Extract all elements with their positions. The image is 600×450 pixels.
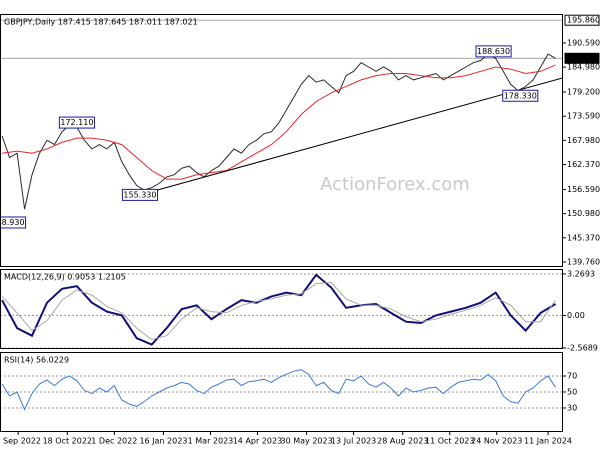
x-tick-label: 1 Mar 2023 <box>188 437 234 446</box>
series-line <box>2 64 556 180</box>
panel <box>0 369 563 411</box>
panel-title: RSI(14) 56.0229 <box>4 356 69 365</box>
x-tick-label: 14 Apr 2023 <box>233 437 282 446</box>
annotation-label: 172.110 <box>60 118 93 127</box>
y-tick-label: 156.590 <box>567 185 600 194</box>
panel-frame <box>0 269 563 349</box>
annotation-label: 148.930 <box>0 218 25 227</box>
annotation-box <box>121 188 158 201</box>
level-label: 195.860 <box>567 16 600 25</box>
series-line <box>1 281 556 341</box>
x-tick-label: 24 Nov 2023 <box>471 437 522 446</box>
annotation-box <box>58 116 95 129</box>
annotation-label: 178.330 <box>504 91 537 100</box>
y-tick-label: 50 <box>567 388 577 397</box>
x-tick-label: 11 Jan 2024 <box>524 437 572 446</box>
y-tick-label: 3.2693 <box>567 269 595 278</box>
y-tick-label: 190.590 <box>567 38 600 47</box>
level-box <box>564 52 600 64</box>
series-line <box>1 369 556 411</box>
y-tick-label: 167.980 <box>567 136 600 145</box>
level-label: 187.021 <box>567 54 600 63</box>
panel-title: GBPJPY,Daily 187.415 187.645 187.011 187… <box>4 18 198 27</box>
y-tick-label: 0.00 <box>567 311 585 320</box>
x-tick-label: 16 Jan 2023 <box>139 437 187 446</box>
watermark: ActionForex.com <box>320 174 470 195</box>
series-line <box>1 53 556 210</box>
panel <box>0 273 563 349</box>
x-tick-label: 13 Jul 2023 <box>331 437 376 446</box>
y-tick-label: 150.980 <box>567 209 600 218</box>
annotation-label: 155.330 <box>123 190 156 199</box>
x-tick-label: 30 May 2023 <box>281 437 333 446</box>
y-tick-label: 30 <box>567 404 577 413</box>
y-tick-label: 179.200 <box>567 88 600 97</box>
y-tick-label: 173.590 <box>567 112 600 121</box>
series-line <box>139 77 563 196</box>
annotation-box <box>475 45 512 58</box>
y-tick-label: 70 <box>567 372 577 381</box>
series-line <box>1 273 557 346</box>
y-tick-label: -2.5689 <box>567 343 598 352</box>
panel-frame <box>0 352 563 432</box>
panel: ActionForex.com 172.110 155.330 188.630 178.… <box>0 19 563 229</box>
level-box <box>564 14 600 26</box>
y-tick-label: 139.760 <box>567 258 600 267</box>
annotation-label: 188.630 <box>477 47 510 56</box>
annotation-box <box>0 216 27 229</box>
annotation-box <box>502 89 539 102</box>
y-tick-label: 162.370 <box>567 160 600 169</box>
y-tick-label: 184.980 <box>567 63 600 72</box>
x-tick-label: 28 Aug 2023 <box>377 437 428 446</box>
x-tick-label: 2 Sep 2022 <box>0 437 41 446</box>
y-tick-label: 145.370 <box>567 233 600 242</box>
panel-title: MACD(12,26,9) 0.9053 1.2105 <box>4 273 126 282</box>
x-tick-label: 1 Dec 2022 <box>91 437 137 446</box>
x-tick-label: 18 Oct 2022 <box>43 437 92 446</box>
panel-frame <box>0 14 563 267</box>
x-tick-label: 11 Oct 2023 <box>425 437 474 446</box>
